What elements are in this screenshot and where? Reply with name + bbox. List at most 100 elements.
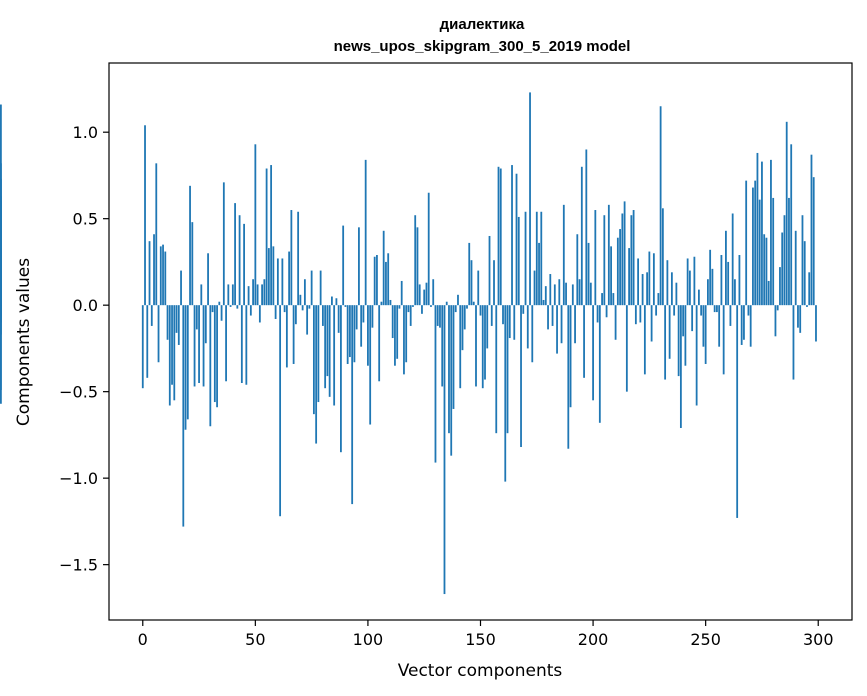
bar-2	[146, 305, 149, 378]
bar-193	[576, 234, 579, 306]
bar-227	[652, 253, 655, 306]
x-tick-label: 300	[803, 630, 834, 649]
bar-92	[349, 305, 351, 358]
bar-243	[688, 270, 691, 306]
x-axis-label: Vector components	[398, 661, 563, 681]
bar-183	[553, 284, 556, 306]
bar-138	[452, 305, 455, 409]
bar-74	[308, 305, 311, 309]
bar-294	[803, 241, 806, 306]
bar-221	[639, 305, 642, 323]
bar-30	[209, 305, 212, 427]
bar-218	[632, 210, 635, 306]
bar-132	[439, 305, 441, 328]
y-axis-ticks: −1.5 −1.0 −0.5 0.0 0.5 1.0	[59, 123, 109, 575]
bar-67	[292, 305, 295, 364]
bar-40	[231, 284, 234, 306]
bar-26	[200, 284, 203, 306]
bar-285	[783, 215, 786, 306]
bars-group	[0, 92, 817, 595]
bar-161	[504, 305, 507, 482]
bar-89	[342, 225, 345, 306]
bar-174	[533, 270, 536, 306]
bar-172	[529, 92, 531, 306]
bar-75	[310, 270, 313, 306]
bar-298	[812, 177, 815, 306]
bar-187	[562, 204, 565, 306]
bar-176	[538, 242, 540, 306]
bar-140	[457, 294, 459, 306]
bar-149	[477, 270, 480, 306]
bar-223	[643, 305, 646, 375]
bar-275	[761, 161, 763, 306]
y-tick-label: −0.5	[59, 383, 98, 402]
bar-205	[603, 215, 606, 306]
bar-257	[720, 255, 723, 306]
x-tick-label: 250	[690, 630, 721, 649]
bar-111	[391, 305, 394, 339]
chart-subtitle: news_upos_skipgram_300_5_2019 model	[334, 38, 631, 55]
bar-261	[729, 305, 732, 326]
bar-271	[752, 187, 754, 306]
bar-206	[605, 305, 608, 318]
bar-33	[216, 305, 218, 408]
bar-65	[288, 251, 291, 306]
bar-267	[743, 305, 745, 340]
bar-60	[276, 258, 279, 306]
bar-130	[434, 305, 437, 463]
bar-23	[193, 305, 196, 387]
bar-207	[607, 204, 610, 306]
bar-210	[614, 305, 617, 340]
bar-196	[583, 305, 585, 378]
bar-212	[619, 229, 621, 306]
bar-247	[698, 289, 700, 306]
bar-139	[454, 305, 457, 313]
bar-8	[159, 246, 162, 306]
bar-143	[463, 305, 466, 330]
bar-115	[400, 280, 403, 306]
bar-182	[551, 305, 554, 326]
bar-270	[749, 305, 752, 347]
bar-204	[601, 293, 603, 306]
bar-137	[450, 305, 453, 456]
bar-16	[177, 305, 180, 345]
bar-258	[722, 305, 725, 375]
bar-266	[740, 305, 743, 345]
bar-242	[686, 258, 689, 306]
bar-293	[801, 215, 804, 306]
bar-141	[459, 305, 462, 389]
bar-234	[668, 305, 671, 359]
bar-15	[175, 305, 178, 333]
bar-116	[403, 305, 405, 375]
bar-47	[247, 286, 250, 306]
bar-195	[580, 166, 583, 306]
bar-171	[526, 305, 529, 349]
bar-200	[592, 305, 594, 401]
bar-186	[560, 305, 563, 344]
bar-252	[709, 249, 712, 306]
bar-167	[517, 216, 520, 306]
bar-296	[808, 272, 811, 306]
y-tick-label: −1.0	[59, 469, 98, 488]
bar-34	[218, 301, 221, 306]
bar-265	[738, 255, 741, 306]
bar-82	[326, 305, 329, 377]
bar-189	[567, 305, 570, 449]
bar-109	[387, 253, 390, 306]
bar-72	[303, 279, 306, 306]
bar-3	[148, 241, 151, 306]
bar-97	[360, 305, 363, 347]
bar-250	[704, 305, 707, 364]
bar-158	[497, 166, 500, 306]
x-tick-label: 50	[245, 630, 265, 649]
bar-120	[412, 305, 414, 307]
bar-110	[389, 299, 392, 306]
bar-177	[540, 211, 543, 306]
y-tick-label: −1.5	[59, 556, 98, 575]
bar-113	[396, 305, 399, 359]
bar-163	[508, 305, 511, 339]
bar-259	[725, 230, 727, 306]
bar-232	[664, 305, 667, 380]
bar-151	[481, 305, 484, 389]
